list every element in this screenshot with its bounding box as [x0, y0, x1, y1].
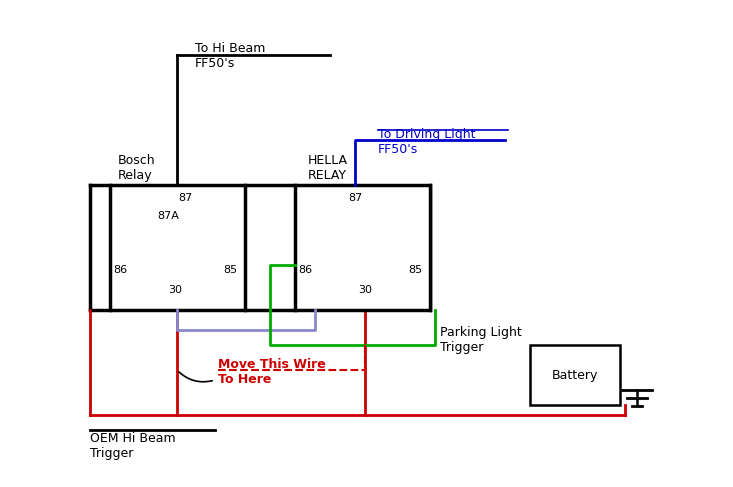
Text: 87: 87: [348, 193, 362, 203]
Text: 85: 85: [408, 265, 422, 275]
Text: Move This Wire
To Here: Move This Wire To Here: [218, 358, 325, 386]
Text: Battery: Battery: [552, 369, 598, 381]
Text: 87A: 87A: [157, 211, 179, 221]
Text: 30: 30: [358, 285, 372, 295]
Text: 86: 86: [113, 265, 127, 275]
Text: To Hi Beam
FF50's: To Hi Beam FF50's: [195, 42, 265, 70]
Text: HELLA
RELAY: HELLA RELAY: [308, 154, 348, 182]
Bar: [110, 185, 245, 310]
Text: 85: 85: [223, 265, 237, 275]
Text: 86: 86: [298, 265, 312, 275]
Bar: [295, 185, 430, 310]
Text: OEM Hi Beam
Trigger: OEM Hi Beam Trigger: [90, 432, 176, 460]
Bar: [530, 345, 620, 405]
Text: 87: 87: [178, 193, 192, 203]
Text: 30: 30: [168, 285, 182, 295]
Text: Bosch
Relay: Bosch Relay: [118, 154, 155, 182]
Text: Parking Light
Trigger: Parking Light Trigger: [440, 326, 522, 354]
Text: To Driving Light
FF50's: To Driving Light FF50's: [378, 128, 476, 156]
